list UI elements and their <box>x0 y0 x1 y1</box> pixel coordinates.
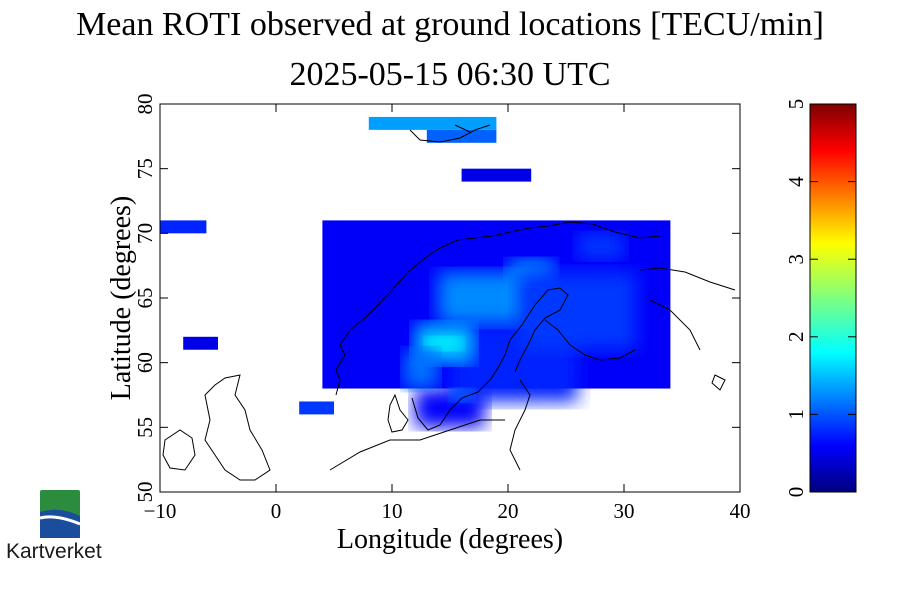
colorbar-gradient <box>809 103 857 493</box>
heatmap-cell <box>450 388 474 402</box>
y-tick-label: 55 <box>133 417 157 438</box>
x-tick-label: 0 <box>271 499 282 523</box>
colorbar-tick-label: 2 <box>784 332 808 343</box>
heatmap-cell <box>299 401 334 415</box>
coast-denmark <box>387 393 409 433</box>
y-tick-label: 65 <box>133 288 157 309</box>
colorbar: 0 1 2 3 4 5 <box>784 99 857 498</box>
coast-island <box>711 374 726 391</box>
heatmap-cell <box>183 336 218 350</box>
y-tick-label: 75 <box>133 158 157 179</box>
x-axis: −10 0 10 20 30 40 <box>144 104 751 523</box>
y-axis-label: Latitude (degrees) <box>106 196 137 400</box>
heatmap-cell <box>577 233 624 260</box>
kartverket-logo-icon <box>39 490 81 538</box>
chart-subtitle: 2025-05-15 06:30 UTC <box>289 56 611 93</box>
coastlines <box>162 124 736 481</box>
y-tick-label: 70 <box>133 223 157 244</box>
chart-title: Mean ROTI observed at ground locations [… <box>76 6 824 43</box>
coast-germany <box>329 419 505 471</box>
x-tick-label: −10 <box>144 499 177 523</box>
heatmap-cell <box>519 272 636 350</box>
colorbar-tick-label: 3 <box>784 254 808 265</box>
colorbar-tick-label: 4 <box>784 176 808 187</box>
heatmap-cell <box>461 168 532 182</box>
coast-norway <box>335 221 661 396</box>
heatmap-cell <box>368 116 497 130</box>
x-axis-label: Longitude (degrees) <box>337 524 563 555</box>
x-tick-label: 10 <box>382 499 403 523</box>
x-tick-label: 30 <box>614 499 635 523</box>
coast-svalbard <box>409 124 491 143</box>
coast-svalbard-2 <box>454 124 471 133</box>
y-tick-label: 60 <box>133 352 157 373</box>
y-axis: 50 55 60 65 70 75 80 <box>133 94 740 503</box>
logo-text: Kartverket <box>6 540 102 563</box>
colorbar-ticks: 0 1 2 3 4 5 <box>784 99 856 498</box>
heatmap-cell <box>403 349 439 389</box>
colorbar-tick-label: 1 <box>784 409 808 420</box>
coast-ireland <box>162 429 196 471</box>
coast-britain <box>204 374 271 481</box>
plot-area <box>160 104 740 492</box>
coast-white-sea <box>649 299 701 351</box>
x-tick-label: 40 <box>730 499 751 523</box>
colorbar-tick-label: 5 <box>784 99 808 110</box>
coast-baltic <box>509 379 531 471</box>
coast-finland <box>544 319 636 361</box>
y-tick-label: 80 <box>133 94 157 115</box>
heatmap-cell <box>426 336 462 350</box>
heatmap-layer <box>160 116 671 428</box>
coast-sweden <box>411 287 569 431</box>
coast-russia <box>639 267 736 291</box>
x-tick-label: 20 <box>498 499 519 523</box>
y-tick-label: 50 <box>133 482 157 503</box>
colorbar-tick-label: 0 <box>784 487 808 498</box>
heatmap-cell <box>426 129 497 143</box>
heatmap-cell <box>160 220 207 234</box>
